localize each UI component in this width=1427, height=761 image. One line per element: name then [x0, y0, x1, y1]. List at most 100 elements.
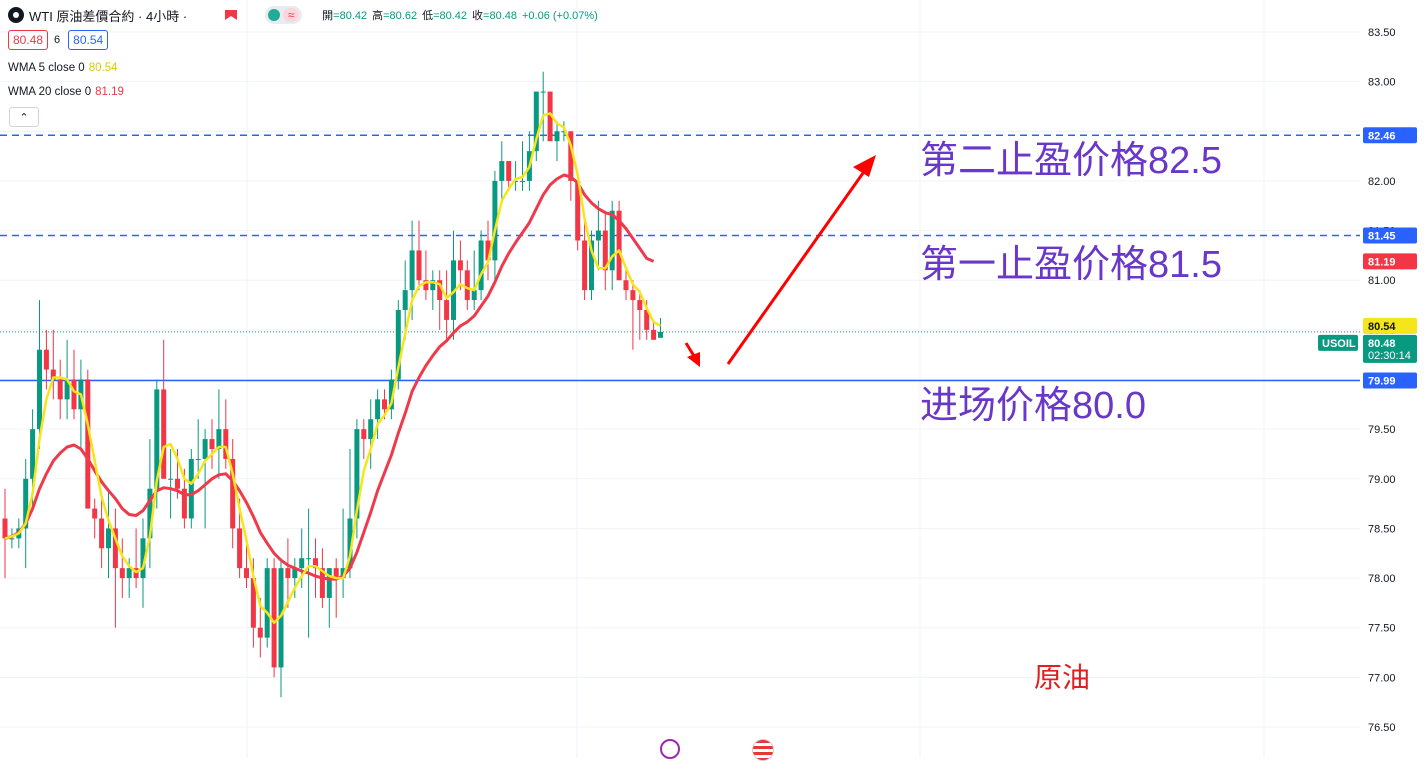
candle-body — [547, 91, 553, 142]
annotation-texts: 第二止盈价格82.5 第一止盈价格81.5 进场价格80.0 原油 — [920, 140, 1222, 693]
price-label: 81.19 — [1368, 256, 1396, 268]
candle-body — [595, 230, 601, 241]
candle-body — [533, 91, 539, 152]
candle-body — [237, 528, 243, 569]
indicator-wma20[interactable]: WMA 20 close 0 81.19 — [8, 86, 124, 98]
indicator-label: WMA 5 close 0 — [8, 62, 85, 74]
candle-body — [582, 240, 588, 291]
symbol-title[interactable]: WTI 原油差價合約 · 4小時 · — [29, 8, 188, 24]
axis-tick-label: 82.00 — [1368, 176, 1396, 188]
ohlc-key: 低 — [422, 10, 434, 22]
price-label: 81.45 — [1368, 231, 1396, 243]
candle-body — [285, 568, 291, 579]
symbol-icon[interactable] — [8, 7, 24, 23]
candle-body — [271, 568, 277, 668]
annotation-arrows — [684, 155, 876, 367]
arrow-down-line — [684, 342, 696, 357]
candle-body — [313, 558, 318, 569]
market-open-icon — [268, 9, 281, 21]
ohlc-key: 收 — [472, 10, 484, 22]
indicator-value: 80.54 — [88, 62, 118, 74]
candle-body — [209, 439, 215, 449]
candle-body — [140, 538, 146, 579]
candle-body — [37, 349, 42, 430]
candle-body — [292, 568, 298, 579]
ohlc-item: +0.06 (+0.07%) — [522, 10, 598, 22]
candle-body — [388, 379, 394, 410]
ask-price[interactable]: 80.54 — [68, 30, 109, 50]
candle-body — [319, 568, 325, 598]
axis-tick-label: 79.00 — [1368, 474, 1396, 486]
candle-body — [244, 568, 249, 579]
candle-body — [85, 379, 91, 509]
candle-body — [43, 349, 49, 370]
candle-body — [540, 91, 546, 93]
candle-body — [361, 429, 367, 440]
candle-body — [9, 538, 15, 540]
candle-body — [506, 161, 512, 181]
price-label-bg — [1363, 127, 1417, 144]
flag-icon[interactable] — [225, 10, 238, 20]
axis-tick-label: 78.50 — [1368, 523, 1396, 535]
candle-body — [30, 429, 36, 479]
market-status-pill[interactable]: ≈ — [265, 6, 303, 24]
price-label: 80.48 — [1368, 338, 1396, 350]
candle-body — [637, 300, 643, 310]
entry-annotation: 进场价格80.0 — [920, 385, 1146, 427]
candle-body — [23, 478, 29, 529]
candle-body — [395, 310, 401, 380]
candle-body — [161, 389, 167, 479]
candle-body — [106, 528, 111, 549]
ohlc-item: 低=80.42 — [422, 10, 467, 22]
ohlc-key: 開 — [322, 10, 334, 22]
candle-body — [589, 240, 594, 291]
ohlc-value: +0.06 (+0.07%) — [521, 10, 598, 22]
chart-header: WTI 原油差價合約 · 4小時 · ≈ 開=80.42 高=80.62 低=80.… — [8, 5, 603, 25]
candle-body — [126, 568, 132, 579]
candle-body — [264, 568, 270, 638]
candle-body — [195, 458, 201, 460]
axis-tick-label: 83.00 — [1368, 77, 1396, 89]
indicator-wma5[interactable]: WMA 5 close 0 80.54 — [8, 62, 117, 74]
candle-body — [658, 331, 663, 338]
candle-body — [154, 389, 160, 489]
candle-body — [513, 180, 519, 182]
price-label-bg — [1363, 227, 1417, 244]
candle-body — [333, 568, 339, 579]
spread-value: 6 — [54, 34, 61, 46]
lightning-icon[interactable] — [660, 739, 680, 759]
price-label-bg — [1363, 317, 1417, 334]
candles — [2, 71, 663, 698]
candle-body — [457, 260, 463, 271]
candle-body — [520, 180, 525, 182]
candle-body — [299, 558, 305, 569]
candle-body — [554, 131, 560, 142]
candle-body — [112, 528, 118, 569]
wave-icon: ≈ — [283, 8, 300, 22]
ohlc-value: =80.62 — [383, 10, 418, 22]
collapse-indicators-button[interactable]: ⌃ — [9, 107, 39, 127]
candle-body — [402, 290, 408, 310]
candle-body — [464, 270, 470, 301]
arrow-up-head — [853, 155, 876, 177]
candle-body — [71, 379, 77, 410]
bid-price[interactable]: 80.48 — [8, 30, 49, 50]
price-label: 80.54 — [1368, 321, 1396, 333]
candle-body — [340, 568, 346, 579]
candle-body — [437, 280, 443, 301]
candle-body — [64, 379, 70, 400]
indicator-label: WMA 20 close 0 — [8, 86, 92, 98]
watermark-label: 原油 — [1034, 662, 1090, 693]
candle-body — [92, 508, 98, 519]
candle-body — [181, 488, 187, 519]
candle-body — [216, 429, 222, 449]
candle-body — [575, 180, 581, 241]
bid-ask-row: 80.48 6 80.54 — [8, 30, 109, 50]
moving-averages — [4, 112, 662, 625]
price-label-bg — [1363, 253, 1417, 270]
candle-body — [119, 568, 125, 579]
candle-body — [471, 290, 477, 301]
horizontal-lines — [0, 134, 1360, 382]
candle-body — [326, 568, 332, 598]
